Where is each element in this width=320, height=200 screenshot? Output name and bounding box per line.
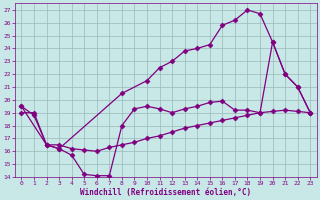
X-axis label: Windchill (Refroidissement éolien,°C): Windchill (Refroidissement éolien,°C) <box>80 188 252 197</box>
